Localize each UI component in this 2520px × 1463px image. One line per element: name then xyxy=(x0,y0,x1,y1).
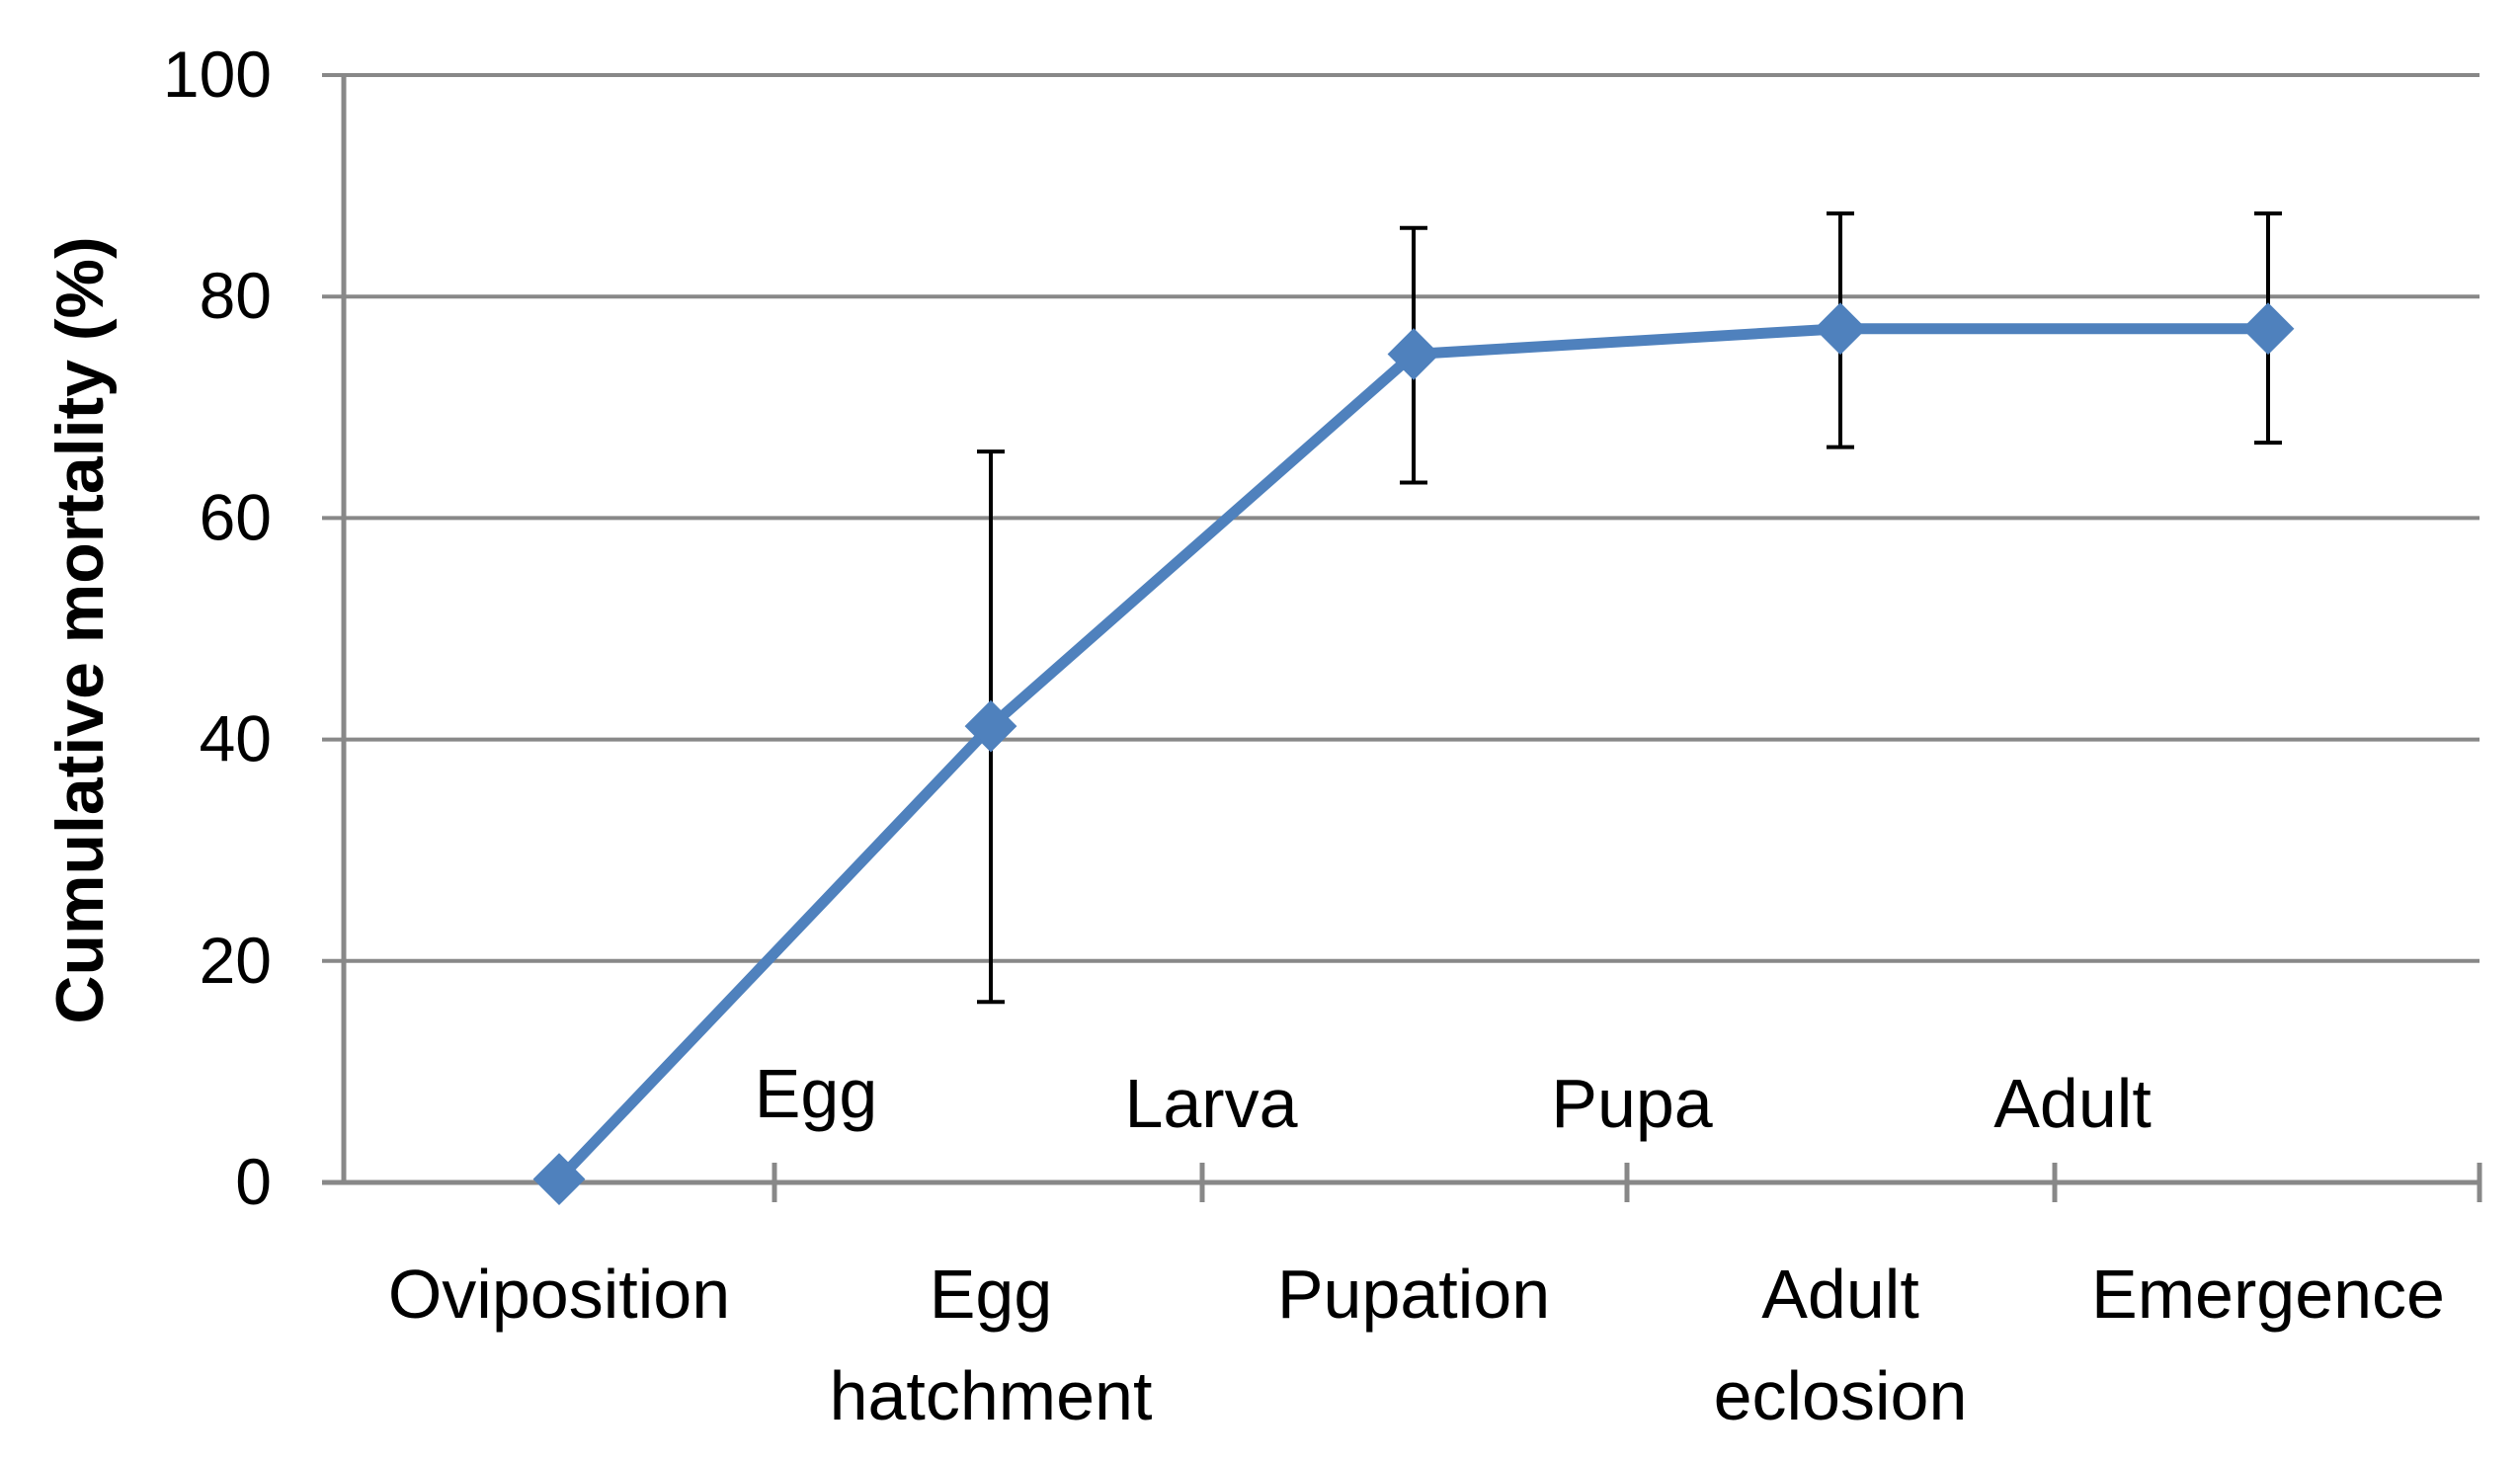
y-tick-label-20: 20 xyxy=(200,924,272,997)
x-category-label-0: Oviposition xyxy=(388,1256,730,1333)
x-category-label-2: Pupation xyxy=(1277,1256,1550,1333)
stage-label-adult: Adult xyxy=(1993,1065,2152,1142)
y-axis-title: Cumulative mortality (%) xyxy=(42,236,118,1023)
x-category-label-line: Emergence xyxy=(2091,1256,2445,1333)
data-point-1 xyxy=(964,699,1017,753)
x-category-label-line: Egg xyxy=(930,1256,1053,1333)
x-category-label-line: hatchment xyxy=(830,1357,1153,1434)
y-tick-label-100: 100 xyxy=(163,38,272,111)
y-tick-label-80: 80 xyxy=(200,259,272,332)
stage-label-pupa: Pupa xyxy=(1551,1065,1713,1142)
x-category-label-line: Oviposition xyxy=(388,1256,730,1333)
y-tick-label-40: 40 xyxy=(200,702,272,775)
stage-label-larva: Larva xyxy=(1124,1065,1297,1142)
y-tick-label-0: 0 xyxy=(235,1145,272,1218)
data-point-4 xyxy=(2241,302,2295,356)
x-category-label-line: eclosion xyxy=(1714,1357,1968,1434)
x-category-label-line: Adult xyxy=(1761,1256,1919,1333)
stage-label-egg: Egg xyxy=(755,1055,878,1132)
data-point-2 xyxy=(1387,328,1440,380)
x-category-label-1: Egg hatchment xyxy=(830,1256,1153,1434)
x-category-label-4: Emergence xyxy=(2091,1256,2445,1333)
data-point-0 xyxy=(532,1153,586,1206)
x-category-label-line: Pupation xyxy=(1277,1256,1550,1333)
x-category-label-3: Adult eclosion xyxy=(1714,1256,1968,1434)
data-point-3 xyxy=(1814,302,1867,356)
y-tick-label-60: 60 xyxy=(200,480,272,553)
